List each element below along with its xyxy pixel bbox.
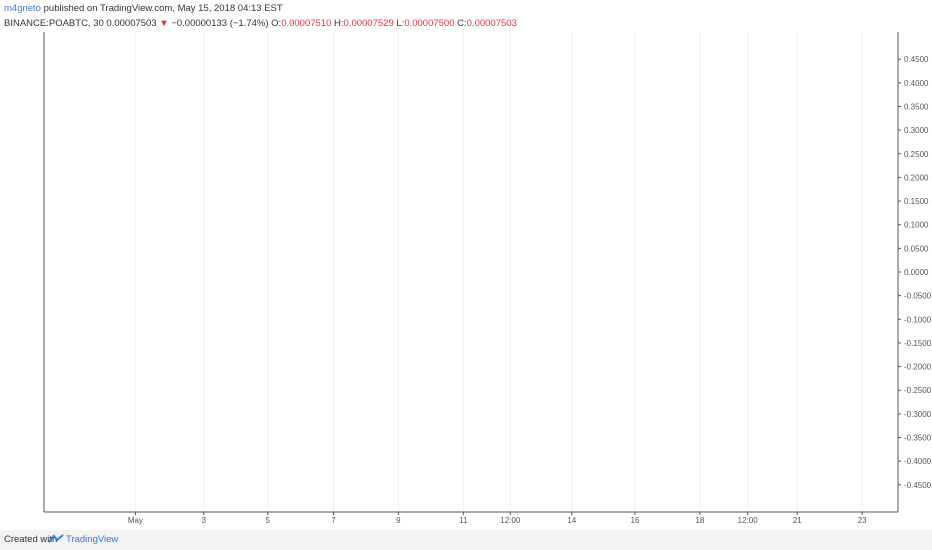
author-link[interactable]: m4gneto bbox=[4, 3, 41, 14]
open-value: 0.00007510 bbox=[281, 18, 332, 29]
right-tick-label: 0.4000 bbox=[904, 79, 929, 88]
symbol-label: BINANCE:POABTC, 30 bbox=[4, 18, 104, 29]
x-tick-label: 12:00 bbox=[738, 516, 759, 525]
x-tick-label: 11 bbox=[459, 516, 468, 525]
right-tick-label: 0.3500 bbox=[904, 102, 929, 111]
price-chart[interactable]: 0.000082740.000080550.000084890.00007817… bbox=[0, 0, 932, 530]
right-tick-label: -0.2500 bbox=[904, 386, 932, 395]
high-label: H: bbox=[334, 18, 344, 29]
price-change: −0.00000133 (−1.74%) bbox=[171, 18, 269, 29]
right-tick-label: 0.4500 bbox=[904, 55, 929, 64]
x-tick-label: 7 bbox=[331, 516, 336, 525]
right-tick-label: 0.2000 bbox=[904, 173, 929, 182]
right-tick-label: 0.1000 bbox=[904, 221, 929, 230]
close-value: 0.00007503 bbox=[466, 18, 517, 29]
down-arrow-icon: ▼ bbox=[159, 18, 169, 29]
right-tick-label: 0.0500 bbox=[904, 244, 929, 253]
x-tick-label: 16 bbox=[631, 516, 640, 525]
tradingview-logo-icon bbox=[48, 533, 64, 548]
close-label: C: bbox=[457, 18, 467, 29]
x-tick-label: May bbox=[128, 516, 143, 525]
created-with-label: Created with bbox=[4, 534, 58, 545]
right-tick-label: -0.4500 bbox=[904, 481, 932, 490]
chart-header: m4gneto published on TradingView.com, Ma… bbox=[0, 0, 932, 32]
publish-line: m4gneto published on TradingView.com, Ma… bbox=[4, 3, 283, 14]
right-tick-label: -0.0500 bbox=[904, 292, 932, 301]
right-tick-label: 0.3000 bbox=[904, 126, 929, 135]
right-tick-label: 0.1500 bbox=[904, 197, 929, 206]
last-price: 0.00007503 bbox=[106, 18, 157, 29]
right-tick-label: 0.2500 bbox=[904, 150, 929, 159]
publish-info: published on TradingView.com, May 15, 20… bbox=[43, 3, 283, 14]
right-tick-label: -0.4000 bbox=[904, 457, 932, 466]
right-tick-label: -0.3500 bbox=[904, 434, 932, 443]
x-tick-label: 23 bbox=[858, 516, 867, 525]
open-label: O: bbox=[271, 18, 282, 29]
right-tick-label: -0.1000 bbox=[904, 315, 932, 324]
x-tick-label: 21 bbox=[793, 516, 802, 525]
ohlc-line: BINANCE:POABTC, 30 0.00007503 ▼ −0.00000… bbox=[4, 18, 517, 29]
x-tick-label: 3 bbox=[201, 516, 206, 525]
x-tick-label: 18 bbox=[695, 516, 704, 525]
axes: 0.000088000.000086000.000084000.00008200… bbox=[43, 32, 932, 525]
grid bbox=[134, 32, 863, 512]
x-tick-label: 12:00 bbox=[500, 516, 521, 525]
high-value: 0.00007529 bbox=[343, 18, 394, 29]
footer: Created with TradingView bbox=[0, 530, 932, 550]
x-tick-label: 5 bbox=[266, 516, 271, 525]
x-tick-label: 9 bbox=[396, 516, 401, 525]
tradingview-link[interactable]: TradingView bbox=[66, 534, 119, 545]
right-tick-label: -0.3000 bbox=[904, 410, 932, 419]
right-tick-label: -0.2000 bbox=[904, 363, 932, 372]
right-tick-label: 0.0000 bbox=[904, 268, 929, 277]
low-value: 0.00007500 bbox=[404, 18, 455, 29]
right-tick-label: -0.1500 bbox=[904, 339, 932, 348]
low-label: L: bbox=[396, 18, 405, 29]
x-tick-label: 14 bbox=[567, 516, 576, 525]
